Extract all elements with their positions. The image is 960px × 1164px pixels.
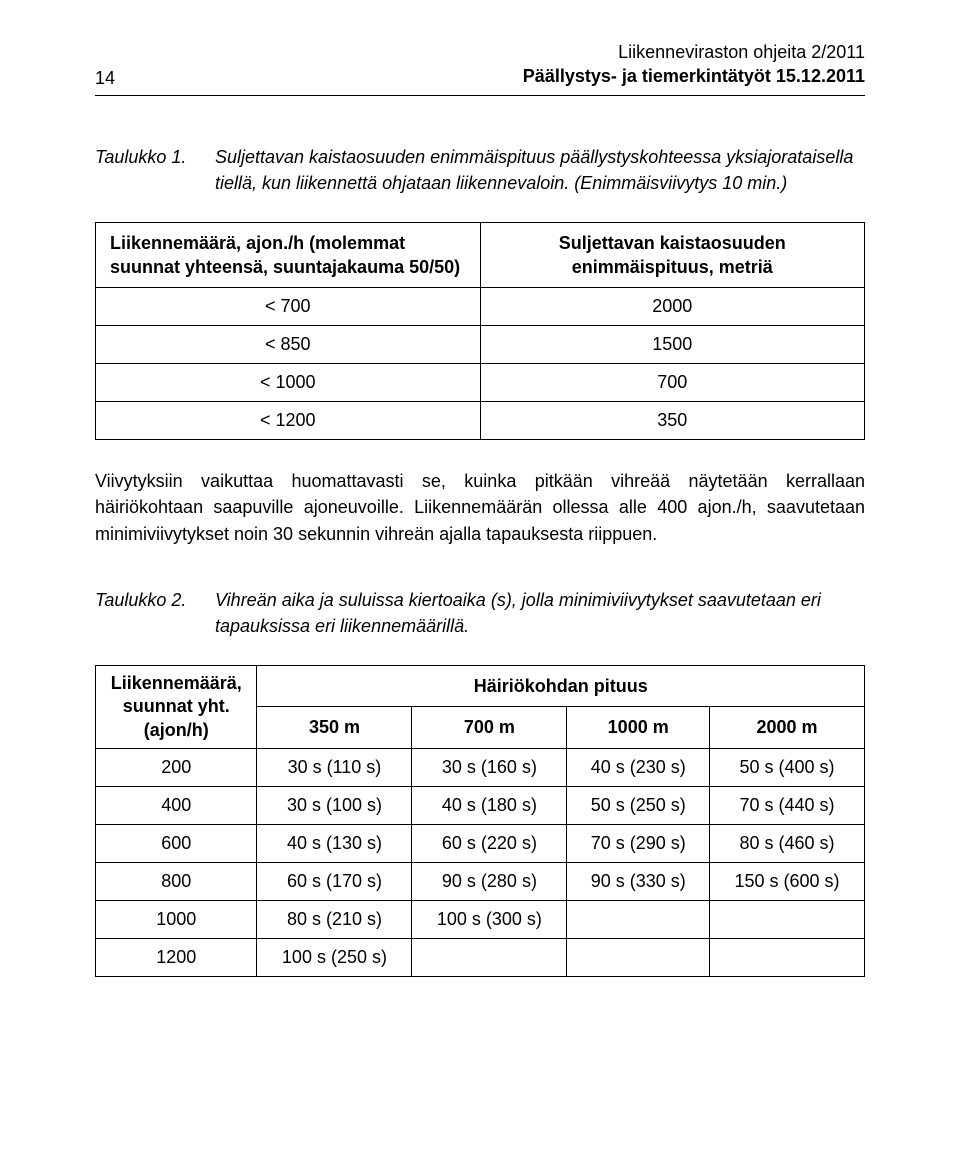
table2-caption-label: Taulukko 2.	[95, 587, 215, 639]
table1-caption-label: Taulukko 1.	[95, 144, 215, 196]
table2-header-row-1: Liikennemäärä, suunnat yht. (ajon/h) Häi…	[96, 665, 865, 707]
table2-cell: 30 s (110 s)	[257, 749, 412, 787]
table2-caption-desc: Vihreän aika ja suluissa kiertoaika (s),…	[215, 587, 865, 639]
table2-row-label: 1000	[96, 901, 257, 939]
document-page: 14 Liikenneviraston ohjeita 2/2011 Pääll…	[0, 0, 960, 1037]
table2-row-label: 1200	[96, 939, 257, 977]
table1-cell: < 850	[96, 326, 481, 364]
table-row: < 850 1500	[96, 326, 865, 364]
table2-cell	[710, 901, 865, 939]
table-row: 600 40 s (130 s) 60 s (220 s) 70 s (290 …	[96, 825, 865, 863]
table2-cell: 40 s (130 s)	[257, 825, 412, 863]
header-doc-title: Päällystys- ja tiemerkintätyöt 15.12.201…	[523, 64, 865, 88]
table-row: < 1200 350	[96, 402, 865, 440]
table2-cell: 40 s (180 s)	[412, 787, 567, 825]
table1-cell: < 700	[96, 288, 481, 326]
table1-caption-desc: Suljettavan kaistaosuuden enimmäispituus…	[215, 144, 865, 196]
table2-cell: 150 s (600 s)	[710, 863, 865, 901]
table1-header-right: Suljettavan kaistaosuuden enimmäispituus…	[480, 222, 865, 288]
table2-cell: 80 s (210 s)	[257, 901, 412, 939]
table2-col-header: 700 m	[412, 707, 567, 749]
table2-cell: 40 s (230 s)	[567, 749, 710, 787]
page-number: 14	[95, 68, 115, 89]
table2-cell: 50 s (250 s)	[567, 787, 710, 825]
table2-cell: 50 s (400 s)	[710, 749, 865, 787]
header-doc-series: Liikenneviraston ohjeita 2/2011	[523, 40, 865, 64]
table2-cell	[710, 939, 865, 977]
table2-row-label: 600	[96, 825, 257, 863]
table2-cell	[412, 939, 567, 977]
table1-cell: < 1000	[96, 364, 481, 402]
table2-cell: 100 s (250 s)	[257, 939, 412, 977]
table2-col-header: 350 m	[257, 707, 412, 749]
table2-header-left-line2: suunnat yht.	[123, 696, 230, 716]
table-row: 200 30 s (110 s) 30 s (160 s) 40 s (230 …	[96, 749, 865, 787]
table2-header-left: Liikennemäärä, suunnat yht. (ajon/h)	[96, 665, 257, 748]
table1-header-row: Liikennemäärä, ajon./h (molemmat suunnat…	[96, 222, 865, 288]
table2: Liikennemäärä, suunnat yht. (ajon/h) Häi…	[95, 665, 865, 977]
table2-col-header: 1000 m	[567, 707, 710, 749]
table1-cell: 1500	[480, 326, 865, 364]
table1-caption: Taulukko 1. Suljettavan kaistaosuuden en…	[95, 144, 865, 196]
table2-cell: 70 s (440 s)	[710, 787, 865, 825]
table1-cell: < 1200	[96, 402, 481, 440]
table2-cell: 90 s (330 s)	[567, 863, 710, 901]
table2-col-header: 2000 m	[710, 707, 865, 749]
body-paragraph: Viivytyksiin vaikuttaa huomattavasti se,…	[95, 468, 865, 546]
table2-cell: 60 s (170 s)	[257, 863, 412, 901]
table2-header-left-line3: (ajon/h)	[144, 720, 209, 740]
table2-caption: Taulukko 2. Vihreän aika ja suluissa kie…	[95, 587, 865, 639]
table-row: 800 60 s (170 s) 90 s (280 s) 90 s (330 …	[96, 863, 865, 901]
table2-header-left-line1: Liikennemäärä,	[111, 673, 242, 693]
table2-cell: 60 s (220 s)	[412, 825, 567, 863]
table2-cell	[567, 901, 710, 939]
table2-cell: 30 s (160 s)	[412, 749, 567, 787]
table1-cell: 350	[480, 402, 865, 440]
table2-cell	[567, 939, 710, 977]
table-row: < 1000 700	[96, 364, 865, 402]
table2-cell: 100 s (300 s)	[412, 901, 567, 939]
table2-header-top: Häiriökohdan pituus	[257, 665, 865, 707]
table-row: 1000 80 s (210 s) 100 s (300 s)	[96, 901, 865, 939]
table-row: 1200 100 s (250 s)	[96, 939, 865, 977]
table1-cell: 2000	[480, 288, 865, 326]
table2-row-label: 400	[96, 787, 257, 825]
table2-cell: 30 s (100 s)	[257, 787, 412, 825]
table2-cell: 90 s (280 s)	[412, 863, 567, 901]
page-header: 14 Liikenneviraston ohjeita 2/2011 Pääll…	[95, 40, 865, 96]
table2-row-label: 200	[96, 749, 257, 787]
table2-cell: 70 s (290 s)	[567, 825, 710, 863]
table1-cell: 700	[480, 364, 865, 402]
table2-row-label: 800	[96, 863, 257, 901]
table2-cell: 80 s (460 s)	[710, 825, 865, 863]
table1: Liikennemäärä, ajon./h (molemmat suunnat…	[95, 222, 865, 441]
header-right: Liikenneviraston ohjeita 2/2011 Päällyst…	[523, 40, 865, 89]
table-row: < 700 2000	[96, 288, 865, 326]
table-row: 400 30 s (100 s) 40 s (180 s) 50 s (250 …	[96, 787, 865, 825]
table1-header-left: Liikennemäärä, ajon./h (molemmat suunnat…	[96, 222, 481, 288]
